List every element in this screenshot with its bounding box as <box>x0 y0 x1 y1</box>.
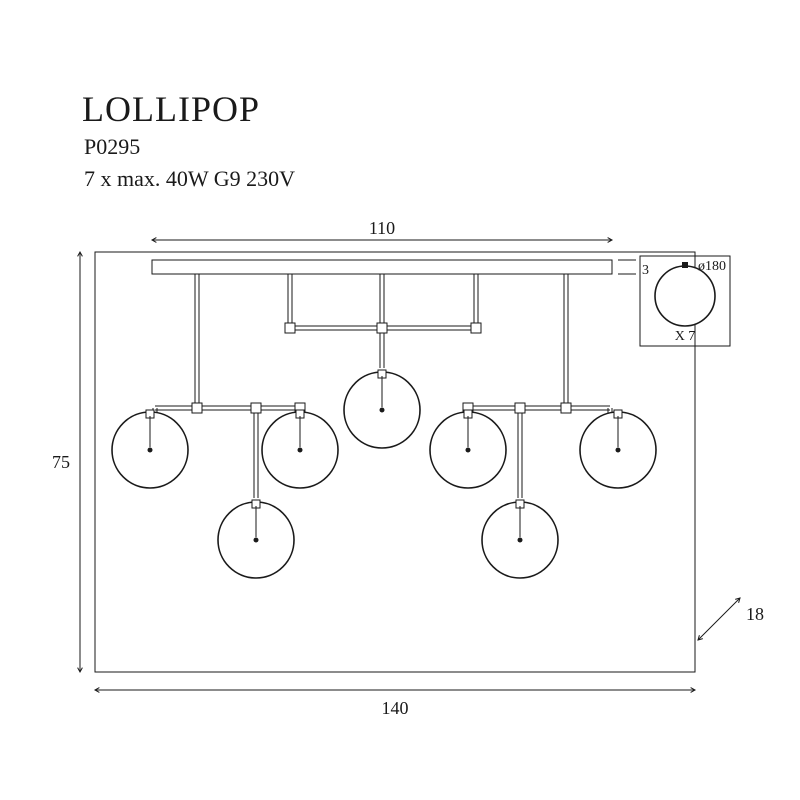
svg-text:75: 75 <box>52 452 70 472</box>
svg-text:110: 110 <box>369 218 395 238</box>
svg-text:ø180: ø180 <box>698 259 726 274</box>
svg-text:18: 18 <box>746 604 764 624</box>
product-title: LOLLIPOP <box>82 88 260 130</box>
svg-text:X 7: X 7 <box>675 329 696 344</box>
product-model: P0295 <box>84 134 140 160</box>
svg-text:140: 140 <box>382 698 409 718</box>
product-spec: 7 x max. 40W G9 230V <box>84 166 295 192</box>
svg-text:3: 3 <box>642 263 649 278</box>
